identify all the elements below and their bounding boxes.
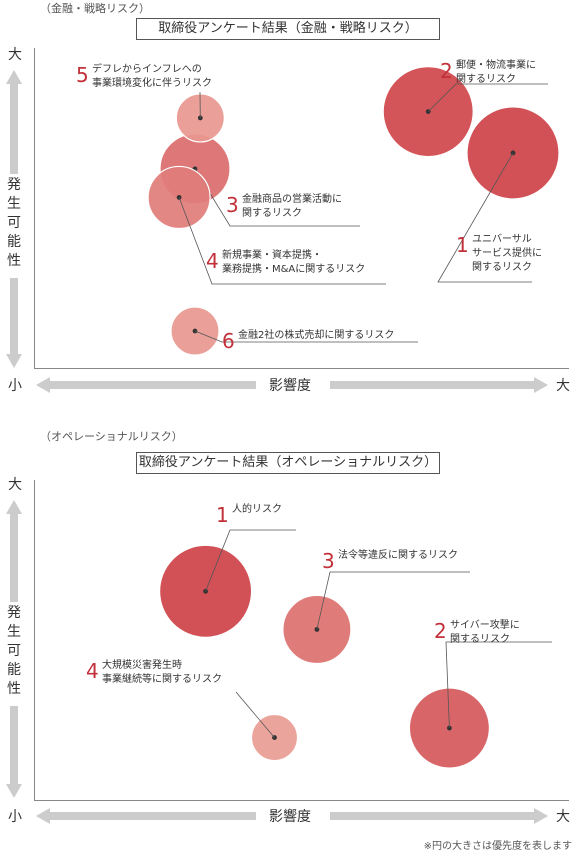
plot-frame	[34, 480, 569, 801]
leader-line	[437, 152, 532, 283]
y-axis-arrow	[6, 500, 22, 798]
risk-label: デフレからインフレへの	[92, 62, 202, 75]
chart-title: 取締役アンケート結果（オペレーショナルリスク）	[136, 452, 440, 474]
risk-label: 人的リスク	[232, 502, 282, 515]
risk-chart-operational: （オペレーショナルリスク） 取締役アンケート結果（オペレーショナルリスク） 大 …	[0, 424, 580, 854]
risk-label: サイバー攻撃に	[450, 618, 520, 631]
risk-rank-number: 2	[440, 59, 453, 83]
risk-label: 関するリスク	[472, 261, 532, 273]
risk-rank-number: 2	[434, 619, 447, 643]
leader-line	[205, 529, 296, 592]
risk-rank-number: 6	[222, 329, 235, 353]
risk-label: ユニバーサル	[472, 233, 532, 245]
risk-label: 金融商品の営業活動に	[242, 192, 342, 205]
risk-rank-number: 1	[216, 503, 229, 527]
size-legend-note: ※円の大きさは優先度を表します	[423, 841, 572, 852]
leader-line	[235, 691, 275, 738]
risk-label: 関するリスク	[242, 207, 302, 219]
chart-caption: （オペレーショナルリスク）	[40, 430, 183, 443]
risk-label: 金融2社の株式売却に関するリスク	[238, 328, 394, 341]
risk-label: 事業環境変化に伴うリスク	[92, 76, 212, 89]
x-axis-title: 影響度	[263, 806, 317, 826]
chart-caption: （金融・戦略リスク）	[40, 2, 150, 15]
risk-label: 法令等違反に関するリスク	[338, 548, 458, 561]
y-axis-title: 発生可能性	[7, 605, 21, 697]
risk-rank-number: 1	[456, 233, 469, 257]
risk-label: 事業継続等に関するリスク	[102, 672, 222, 685]
y-axis-high-label: 大	[8, 477, 22, 493]
risk-label: 業務提携・M&Aに関するリスク	[222, 262, 365, 275]
y-axis-high-label: 大	[8, 47, 22, 63]
leader-line	[194, 330, 418, 343]
bubble-center-dot	[203, 588, 209, 594]
bubble-center-dot	[197, 115, 203, 121]
chart-title: 取締役アンケート結果（金融・戦略リスク）	[136, 18, 440, 40]
x-axis-high-label: 大	[556, 809, 570, 825]
plot-frame	[34, 48, 569, 369]
bubble-center-dot	[447, 725, 452, 731]
x-axis-title: 影響度	[263, 375, 317, 395]
y-axis-arrow	[6, 70, 22, 368]
risk-label: 新規事業・資本提携・	[222, 248, 322, 261]
risk-label: サービス提供に	[472, 246, 542, 259]
risk-rank-number: 4	[86, 659, 99, 683]
risk-chart-financial-strategic: （金融・戦略リスク） 取締役アンケート結果（金融・戦略リスク） 大 小 発生可能…	[0, 0, 580, 410]
risk-rank-number: 3	[322, 549, 335, 573]
leader-line	[427, 83, 548, 112]
risk-rank-number: 3	[226, 193, 239, 217]
x-axis-arrow	[36, 808, 548, 824]
risk-rank-number: 4	[206, 249, 219, 273]
y-axis-title: 発生可能性	[7, 177, 21, 269]
risk-label: 関するリスク	[456, 73, 516, 85]
leader-line	[178, 197, 386, 285]
leader-line	[445, 641, 552, 729]
risk-label: 大規模災害発生時	[102, 658, 182, 671]
x-axis-high-label: 大	[556, 378, 570, 394]
x-axis-arrow	[36, 377, 548, 393]
risk-label: 関するリスク	[450, 633, 510, 645]
leader-line	[316, 571, 470, 630]
risk-label: 郵便・物流事業に	[456, 58, 536, 71]
y-axis-low-label: 小	[8, 378, 22, 394]
y-axis-low-label: 小	[8, 809, 22, 825]
risk-rank-number: 5	[76, 63, 89, 87]
